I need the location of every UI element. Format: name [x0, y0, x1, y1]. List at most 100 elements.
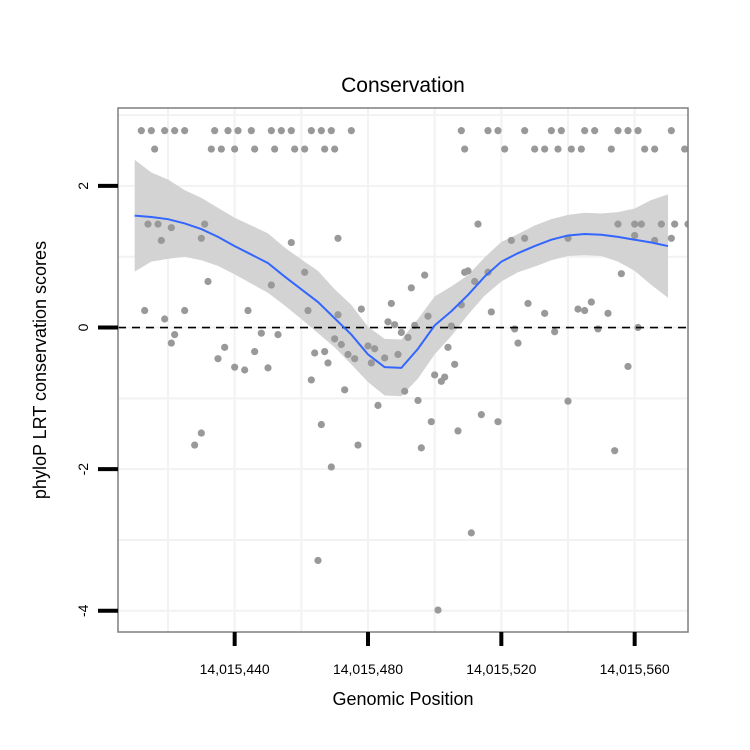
- data-point: [197, 234, 205, 242]
- data-point: [464, 267, 472, 275]
- data-point: [331, 335, 339, 343]
- data-point: [651, 145, 659, 153]
- data-point: [431, 371, 439, 379]
- data-point: [634, 127, 642, 135]
- data-point: [334, 311, 342, 319]
- data-point: [417, 444, 425, 452]
- data-point: [257, 329, 265, 337]
- data-point: [521, 234, 529, 242]
- data-point: [251, 145, 259, 153]
- data-point: [441, 373, 449, 381]
- data-point: [364, 342, 372, 350]
- data-point: [141, 306, 149, 315]
- data-point: [147, 127, 155, 135]
- data-point: [301, 145, 309, 153]
- data-point: [501, 145, 509, 153]
- data-point: [671, 220, 679, 228]
- data-point: [454, 427, 462, 435]
- data-point: [167, 224, 175, 232]
- data-point: [421, 271, 429, 279]
- data-point: [617, 270, 625, 278]
- data-point: [204, 277, 212, 286]
- data-point: [631, 231, 639, 240]
- y-tick-label: 0: [75, 323, 91, 331]
- data-point: [207, 145, 215, 153]
- panel-border: [117, 107, 689, 633]
- y-axis-label: phyloP LRT conservation scores: [30, 241, 50, 499]
- x-tick-label: 14,015,520: [466, 661, 536, 677]
- data-point: [267, 281, 275, 289]
- data-point: [181, 306, 189, 315]
- data-point: [154, 220, 162, 228]
- data-point: [521, 127, 529, 135]
- data-point: [307, 376, 315, 384]
- data-point: [357, 305, 365, 313]
- data-point: [484, 127, 492, 135]
- data-point: [391, 321, 399, 329]
- data-point: [667, 234, 675, 242]
- data-point: [201, 220, 209, 228]
- data-point: [531, 145, 539, 153]
- data-point: [524, 299, 532, 308]
- y-tick-label: -4: [75, 604, 91, 617]
- data-point: [387, 299, 395, 308]
- data-point: [317, 127, 325, 135]
- data-point: [631, 220, 639, 228]
- data-point: [231, 363, 239, 371]
- data-point: [424, 312, 432, 320]
- data-point: [344, 350, 352, 359]
- data-point: [614, 220, 622, 228]
- data-point: [144, 220, 152, 228]
- data-point: [641, 145, 649, 153]
- data-point: [277, 127, 285, 135]
- data-point: [511, 325, 519, 333]
- data-point: [577, 145, 585, 153]
- data-point: [271, 145, 279, 153]
- data-point: [407, 284, 415, 292]
- data-point: [564, 397, 572, 405]
- data-point: [171, 127, 179, 135]
- data-point: [581, 306, 589, 315]
- data-point: [624, 127, 632, 135]
- data-point: [684, 220, 688, 228]
- data-point: [507, 236, 515, 245]
- data-point: [637, 220, 645, 228]
- data-point: [167, 339, 175, 347]
- x-axis-label: Genomic Position: [332, 689, 473, 709]
- data-point: [374, 401, 382, 410]
- data-point: [241, 366, 249, 374]
- data-point: [287, 238, 295, 247]
- data-point: [487, 308, 495, 316]
- data-point: [447, 322, 455, 330]
- data-point: [434, 606, 442, 614]
- data-point: [541, 145, 549, 153]
- data-point: [514, 339, 522, 347]
- data-point: [594, 325, 602, 333]
- data-point: [214, 355, 222, 363]
- data-point: [371, 345, 379, 353]
- data-point: [587, 298, 595, 306]
- data-point: [611, 447, 619, 455]
- data-point: [171, 330, 179, 339]
- data-point: [574, 305, 582, 313]
- data-points: [137, 127, 718, 614]
- data-point: [157, 236, 165, 245]
- data-point: [327, 127, 335, 135]
- data-point: [444, 343, 452, 351]
- data-point: [181, 127, 189, 135]
- data-point: [217, 145, 225, 153]
- x-tick-label: 14,015,440: [200, 661, 270, 677]
- data-point: [567, 145, 575, 153]
- data-point: [624, 362, 632, 371]
- data-point: [244, 306, 252, 315]
- data-point: [234, 127, 242, 135]
- data-point: [367, 359, 375, 367]
- data-point: [467, 529, 475, 537]
- data-point: [274, 330, 282, 339]
- data-point: [247, 127, 255, 135]
- data-point: [321, 145, 329, 153]
- data-point: [474, 220, 482, 228]
- data-point: [304, 306, 312, 315]
- data-point: [711, 127, 718, 134]
- data-point: [551, 328, 559, 336]
